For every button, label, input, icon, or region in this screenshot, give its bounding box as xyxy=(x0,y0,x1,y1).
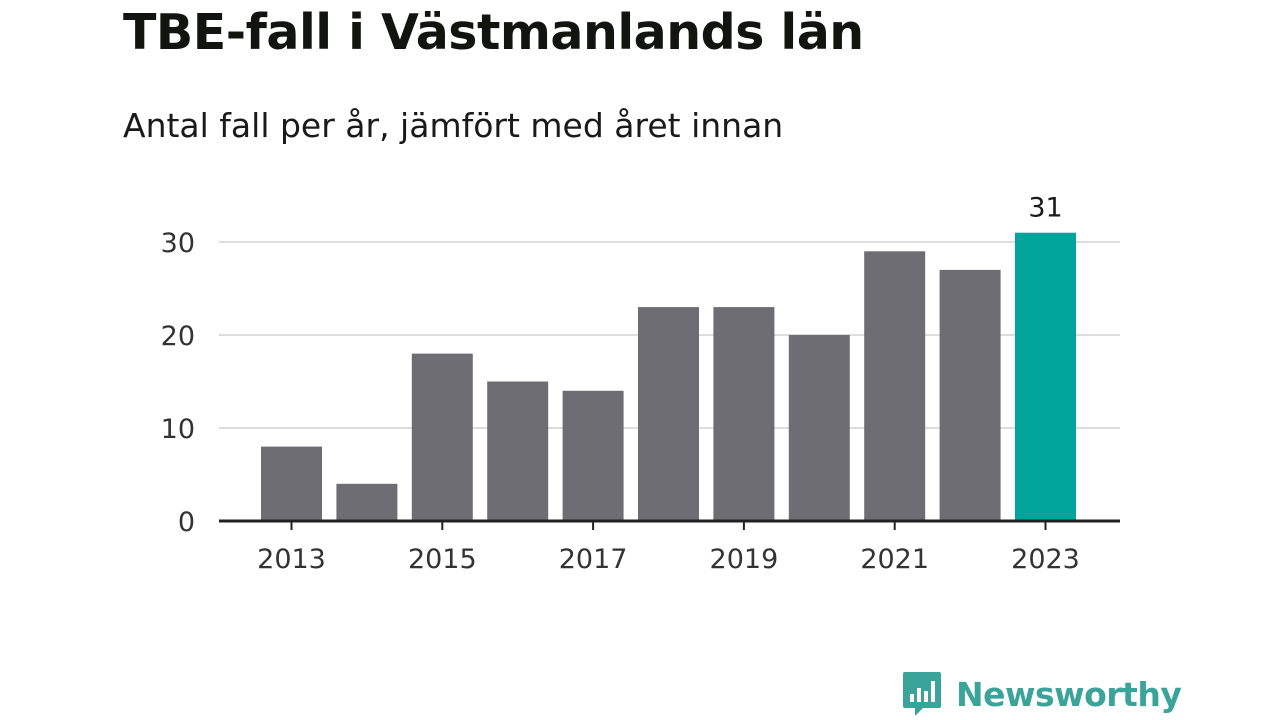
chart-subtitle: Antal fall per år, jämfört med året inna… xyxy=(123,106,784,145)
y-tick-label: 30 xyxy=(161,228,195,259)
bar-2020 xyxy=(788,335,850,521)
bar-2021 xyxy=(864,251,926,522)
bar-2013 xyxy=(261,446,322,521)
y-tick-label: 0 xyxy=(178,507,195,538)
bar-chart-speech-bubble-icon xyxy=(903,672,941,716)
x-tick-label: 2013 xyxy=(257,544,326,575)
bar-2023 xyxy=(1015,232,1076,521)
axes xyxy=(219,519,1120,530)
x-tick-label: 2019 xyxy=(710,544,779,575)
x-tick-label: 2017 xyxy=(559,544,628,575)
bar-2017 xyxy=(562,390,624,521)
bar-2015 xyxy=(411,353,473,521)
bar-2019 xyxy=(713,307,775,521)
bar-2022 xyxy=(939,269,1001,521)
x-tick-label: 2021 xyxy=(860,544,929,575)
bar-2016 xyxy=(487,381,549,521)
brand-name: Newsworthy xyxy=(956,674,1182,714)
bar-2014 xyxy=(336,483,398,521)
y-tick-label: 20 xyxy=(161,321,195,352)
value-label: 31 xyxy=(1028,193,1062,224)
x-tick-label: 2015 xyxy=(408,544,477,575)
chart-title: TBE-fall i Västmanlands län xyxy=(123,4,864,61)
bar-2018 xyxy=(638,307,699,521)
bars xyxy=(261,232,1076,522)
labels: 0 10 20 30 2013 2015 2017 2019 2021 2023 31 xyxy=(161,193,1080,575)
bar-chart: 0 10 20 30 2013 2015 2017 2019 2021 2023 31 xyxy=(161,193,1120,575)
brand: Newsworthy xyxy=(901,668,1182,720)
y-tick-label: 10 xyxy=(161,414,195,445)
x-tick-label: 2023 xyxy=(1011,544,1080,575)
